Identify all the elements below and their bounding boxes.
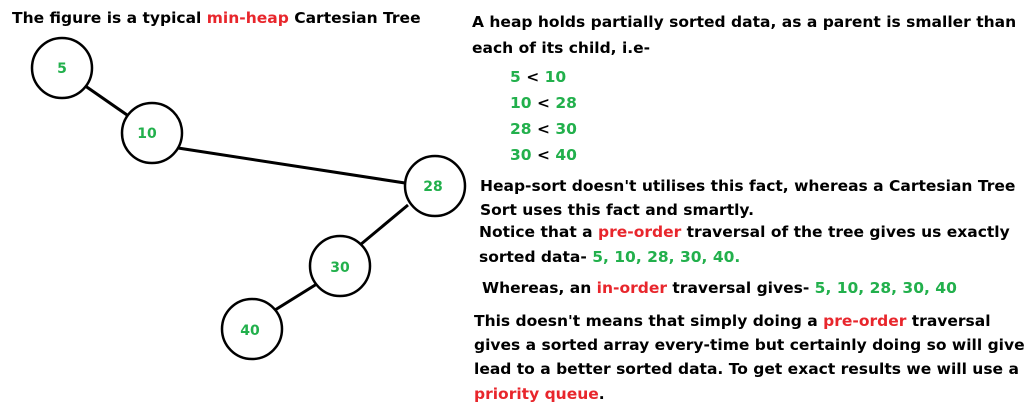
edge-28-30 (359, 203, 409, 247)
priority-queue-highlight: priority queue (474, 385, 599, 403)
node-label: 10 (137, 126, 157, 142)
tree-node: 28 (403, 154, 467, 218)
inorder-highlight: in-order (596, 279, 667, 297)
comparison-item: 5 < 10 (510, 68, 567, 86)
final-line-4: priority queue. (474, 385, 605, 403)
tree-node: 30 (308, 234, 372, 298)
comparison-item: 28 < 30 (510, 120, 577, 138)
intro-line-2: each of its child, i.e- (472, 39, 651, 57)
edge-5-10 (80, 81, 131, 119)
preorder-line-2: sorted data- 5, 10, 28, 30, 40. (479, 248, 741, 266)
final-preorder-highlight: pre-order (823, 312, 907, 330)
inorder-result: 5, 10, 28, 30, 40 (814, 279, 957, 297)
tree-nodes: 5 10 28 30 40 (30, 36, 467, 361)
intro-line-1: A heap holds partially sorted data, as a… (472, 13, 1017, 31)
heapsort-line-1: Heap-sort doesn't utilises this fact, wh… (480, 177, 1016, 195)
title-highlight: min-heap (206, 9, 289, 27)
edge-10-28 (177, 146, 406, 185)
inorder-line: Whereas, an in-order traversal gives- 5,… (482, 279, 957, 297)
cartesian-tree: 5 10 28 30 40 (30, 36, 467, 361)
final-line-3: lead to a better sorted data. To get exa… (474, 360, 1019, 378)
diagram-title: The figure is a typical min-heap Cartesi… (12, 8, 421, 29)
node-label: 40 (240, 323, 260, 339)
final-line-2: gives a sorted array every-time but cert… (474, 336, 1024, 354)
node-label: 28 (423, 179, 442, 195)
node-label: 30 (330, 260, 350, 276)
comparison-list: 5 < 10 10 < 28 28 < 30 30 < 40 (510, 64, 577, 168)
title-prefix: The figure is a typical (12, 9, 207, 27)
comparison-item: 10 < 28 (510, 94, 577, 112)
node-label: 5 (57, 61, 67, 77)
tree-node: 40 (220, 297, 284, 361)
heapsort-line-2: Sort uses this fact and smartly. (480, 201, 754, 219)
edge-30-40 (274, 280, 321, 312)
comparison-item: 30 < 40 (510, 146, 577, 164)
final-line-1: This doesn't means that simply doing a p… (474, 312, 991, 330)
preorder-result: 5, 10, 28, 30, 40. (592, 248, 741, 266)
tree-node: 5 (30, 36, 94, 100)
title-suffix: Cartesian Tree (288, 9, 421, 27)
tree-node: 10 (120, 101, 184, 165)
preorder-line-1: Notice that a pre-order traversal of the… (479, 223, 1010, 241)
tree-edges (80, 81, 409, 312)
preorder-highlight: pre-order (598, 223, 682, 241)
